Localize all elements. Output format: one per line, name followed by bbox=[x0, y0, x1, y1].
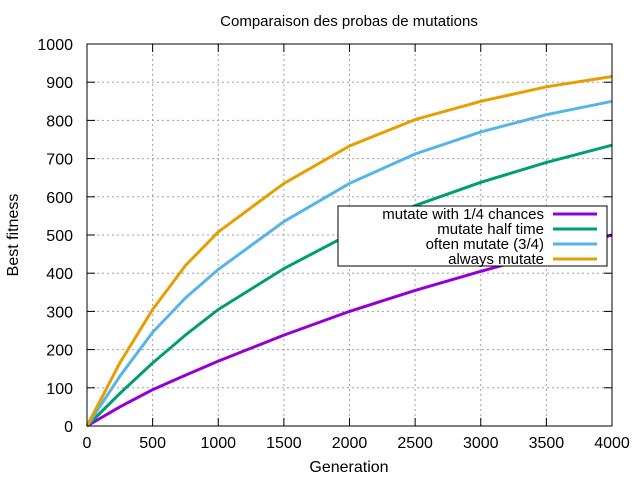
x-axis-label: Generation bbox=[309, 459, 388, 476]
x-tick-label: 4000 bbox=[594, 435, 630, 452]
y-tick-label: 900 bbox=[46, 75, 73, 92]
x-tick-label: 2000 bbox=[332, 435, 368, 452]
x-tick-label: 500 bbox=[139, 435, 166, 452]
series-line-2 bbox=[85, 143, 613, 428]
y-tick-label: 800 bbox=[46, 113, 73, 130]
x-tick-label: 2500 bbox=[397, 435, 433, 452]
x-tick-label: 3500 bbox=[529, 435, 565, 452]
x-tick-label: 1500 bbox=[266, 435, 302, 452]
y-tick-label: 600 bbox=[46, 190, 73, 207]
chart-title: Comparaison des probas de mutations bbox=[220, 13, 478, 30]
y-tick-label: 700 bbox=[46, 152, 73, 169]
x-tick-label: 0 bbox=[83, 435, 92, 452]
legend-label: often mutate (3/4) bbox=[426, 236, 544, 253]
legend-label: mutate half time bbox=[437, 221, 544, 238]
series-line-3 bbox=[85, 99, 613, 427]
series-line-4 bbox=[85, 75, 613, 427]
y-axis-label: Best fitness bbox=[5, 194, 22, 277]
axis-ticks: 0 100 200 300 400 500 600 700 800 900 1000 0 500 1000… bbox=[37, 37, 629, 452]
x-tick-label: 1000 bbox=[200, 435, 236, 452]
legend-label: always mutate bbox=[448, 251, 544, 268]
y-tick-label: 100 bbox=[46, 381, 73, 398]
y-tick-label: 500 bbox=[46, 228, 73, 245]
y-tick-label: 400 bbox=[46, 266, 73, 283]
x-tick-label: 3000 bbox=[463, 435, 499, 452]
y-tick-label: 300 bbox=[46, 304, 73, 321]
y-tick-label: 1000 bbox=[37, 37, 73, 54]
y-tick-label: 0 bbox=[64, 419, 73, 436]
y-tick-label: 200 bbox=[46, 343, 73, 360]
legend-label: mutate with 1/4 chances bbox=[382, 206, 544, 223]
legend-box bbox=[337, 205, 608, 267]
